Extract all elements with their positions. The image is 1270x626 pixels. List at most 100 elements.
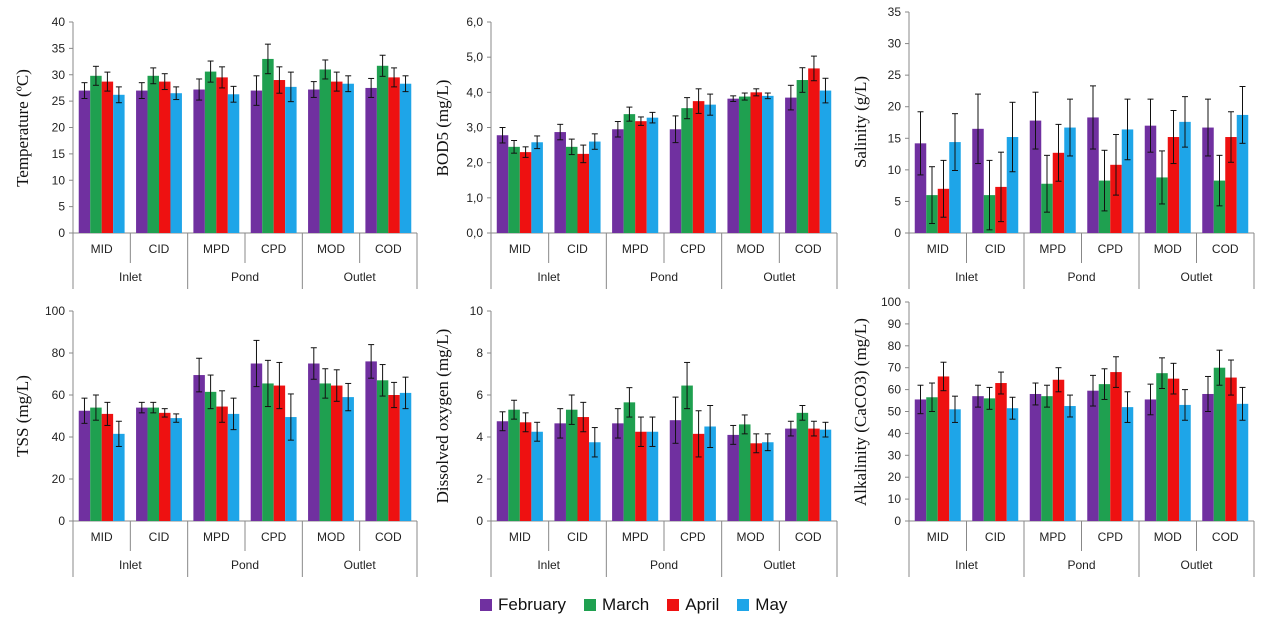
bar [159,412,171,521]
chart-tss: 0 20 40 60 80 100 TSS (mg/L) MID CID MPD CPD MOD COD… [13,304,418,577]
bar [1029,393,1042,521]
bar [508,409,520,521]
y-tick-label: 25 [888,68,902,82]
y-tick-label: 0 [476,514,483,528]
y-tick-label: 50 [888,405,902,419]
x-category-label: COD [1212,530,1239,544]
x-category-label: MOD [1154,530,1182,544]
y-tick-label: 0 [894,514,901,528]
x-group-label: Outlet [1180,270,1213,284]
bar [589,442,601,521]
bar [914,143,927,233]
bar [612,423,624,521]
bar [635,121,647,233]
bar [273,385,286,521]
bar [1087,390,1099,521]
x-group-label: Pond [650,270,678,284]
bar [949,142,961,233]
legend-item-may: May [737,595,787,615]
bar [508,146,520,233]
x-group-label: Inlet [955,270,978,284]
bar [101,81,114,233]
bar [319,383,331,521]
y-tick-label: 35 [888,5,902,19]
bar [376,65,389,233]
bar [319,69,331,233]
bar [808,428,820,521]
bar [78,90,91,233]
bar [727,98,739,233]
y-tick-label: 5 [894,194,901,208]
bar [1213,367,1226,521]
bar [669,420,682,521]
bar [365,87,377,233]
bar [681,108,693,233]
y-tick-label: 80 [52,346,66,360]
bar [972,128,984,233]
bar [1213,180,1226,233]
chart-dissolved-oxygen: 0 2 4 6 8 10 Dissolved oxygen (mg/L) MID CID MPD C… [433,304,838,577]
x-group-label: Outlet [763,270,796,284]
y-tick-label: 0,0 [466,226,483,240]
y-axis-label: Dissolved oxygen (mg/L) [433,329,452,504]
x-category-label: MOD [737,242,765,256]
x-category-label: COD [375,530,402,544]
x-group-label: Pond [1067,558,1095,572]
bar [949,409,961,521]
y-axis-label: BOD5 (mg/L) [433,80,452,177]
bar [1225,137,1237,233]
y-tick-label: 10 [888,492,902,506]
x-group-label: Pond [231,270,259,284]
y-tick-label: 10 [52,173,66,187]
bar [1225,377,1237,521]
x-group-label: Outlet [344,270,377,284]
bar [983,398,996,521]
y-tick-label: 15 [888,131,902,145]
y-axis-label: TSS (mg/L) [13,375,32,457]
y-tick-label: 3,0 [466,121,483,135]
bar [78,410,91,521]
x-category-label: COD [795,530,822,544]
y-tick-label: 20 [52,121,66,135]
bar [750,443,763,521]
bar [785,428,797,521]
x-category-label: MID [91,530,113,544]
x-category-label: MOD [737,530,765,544]
bar [796,80,809,234]
y-tick-label: 20 [52,472,66,486]
bar [612,129,624,233]
bar [704,426,716,521]
x-category-label: CID [985,242,1006,256]
x-category-label: MOD [1154,242,1182,256]
y-tick-label: 30 [52,68,66,82]
y-tick-label: 8 [476,346,483,360]
y-tick-label: 1,0 [466,191,483,205]
bar [1144,399,1157,521]
legend-swatch-march [584,599,597,611]
bar [262,383,274,521]
bar [262,58,274,233]
x-category-label: CID [567,530,588,544]
x-category-label: CID [149,242,170,256]
legend-label-february: February [498,595,567,614]
bar [1064,406,1076,521]
y-tick-label: 20 [888,100,902,114]
bar [1052,379,1065,521]
bar [796,412,809,521]
y-tick-label: 0 [58,226,65,240]
y-tick-label: 100 [881,295,901,309]
bar [388,395,400,521]
x-group-label: Inlet [119,270,142,284]
y-tick-label: 35 [52,41,66,55]
y-tick-label: 40 [888,426,902,440]
bar [972,396,984,521]
bar [90,75,102,234]
bar [170,418,182,521]
bar [646,431,659,521]
x-category-label: MPD [1039,242,1066,256]
y-tick-label: 5,0 [466,50,483,64]
y-tick-label: 20 [888,470,902,484]
bar [1236,403,1249,521]
bar [937,376,950,521]
